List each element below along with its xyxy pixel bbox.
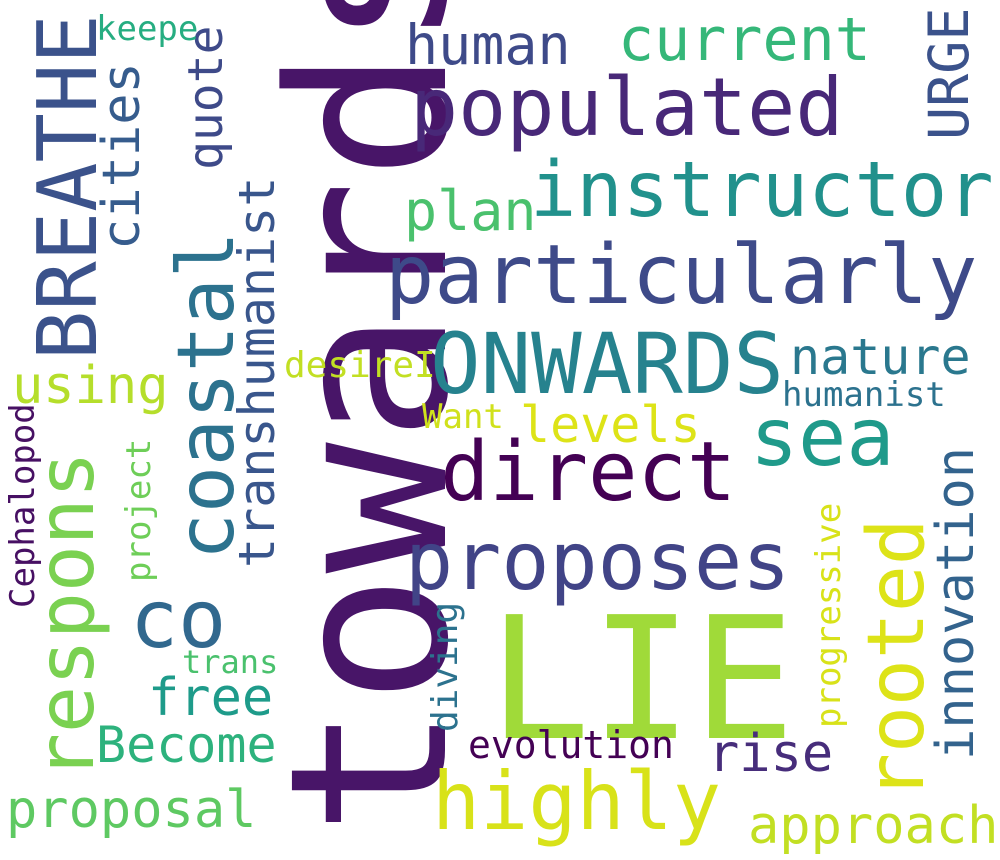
word-instructor: instructor (530, 146, 994, 235)
word-sea: sea (750, 391, 895, 484)
word-rooted: rooted (852, 518, 942, 800)
word-current: current (618, 5, 871, 75)
word-approach: approach (748, 796, 999, 856)
word-urge: URGE (917, 7, 981, 140)
word-free: free (148, 668, 274, 728)
word-trans: trans (182, 643, 279, 681)
word-rise: rise (708, 724, 834, 784)
word-want: Want (422, 397, 504, 437)
word-progressive: progressive (809, 502, 849, 728)
word-proposes: proposes (405, 515, 791, 608)
word-diving: diving (425, 601, 466, 732)
word-lie: LIE (488, 581, 796, 779)
word-particularly: particularly (385, 228, 978, 323)
word-onwards: ONWARDS (430, 315, 785, 413)
word-plan: plan (404, 179, 537, 243)
word-desirei: desireI (284, 345, 436, 386)
word-populated: populated (410, 61, 844, 154)
word-evolution: evolution (468, 723, 674, 767)
word-keepe: keepe (96, 9, 199, 49)
word-co: co (130, 573, 227, 666)
word-project: project (119, 438, 159, 582)
word-humanist: humanist (782, 375, 946, 415)
word-transhumanist: transhumanist (228, 176, 286, 568)
word-highly: highly (432, 755, 721, 848)
word-innovation: innovation (926, 446, 986, 760)
word-proposal: proposal (6, 780, 257, 840)
word-cities: cities (92, 62, 152, 250)
word-direct: direct (440, 425, 737, 520)
word-cephalopod: Cephalopod (3, 403, 43, 608)
word-levels: levels (520, 396, 701, 454)
word-nature: nature (790, 328, 971, 386)
word-become: Become (96, 716, 277, 774)
word-human: human (405, 13, 571, 77)
word-using: using (12, 356, 169, 416)
